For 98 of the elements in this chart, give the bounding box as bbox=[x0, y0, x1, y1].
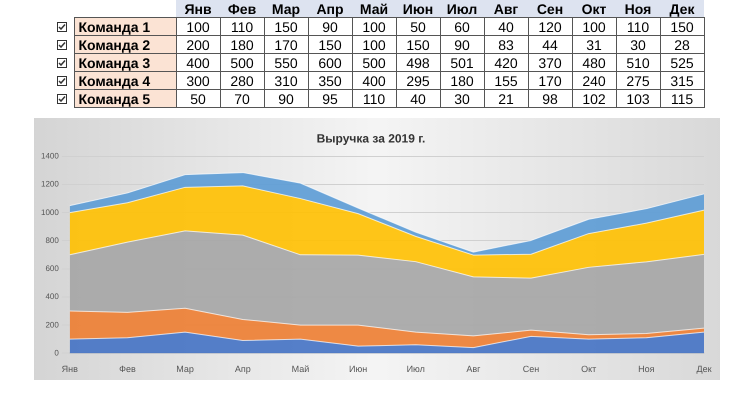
data-label: 50 bbox=[176, 90, 220, 108]
data-label: 600 bbox=[308, 54, 352, 72]
y-tick-label: 1400 bbox=[41, 152, 60, 161]
y-tick-label: Команда 4 bbox=[74, 72, 176, 90]
data-label: 30 bbox=[440, 90, 484, 108]
data-label: 480 bbox=[572, 54, 616, 72]
data-label: 115 bbox=[660, 90, 704, 108]
data-label: 100 bbox=[176, 18, 220, 36]
data-label: 28 bbox=[660, 36, 704, 54]
x-tick-label: Апр bbox=[234, 364, 251, 374]
x-tick-label: Сен bbox=[522, 364, 540, 374]
data-label: 501 bbox=[440, 54, 484, 72]
data-label: 550 bbox=[264, 54, 308, 72]
x-tick-label: Дек bbox=[660, 0, 704, 18]
data-label: 60 bbox=[440, 18, 484, 36]
data-label: 120 bbox=[528, 18, 572, 36]
y-tick-label: 1200 bbox=[41, 180, 60, 189]
data-label: 90 bbox=[308, 18, 352, 36]
data-label: 315 bbox=[660, 72, 704, 90]
data-label: 83 bbox=[484, 36, 528, 54]
x-tick-label: Дек bbox=[696, 364, 712, 374]
data-label: 500 bbox=[220, 54, 264, 72]
data-label: 498 bbox=[396, 54, 440, 72]
y-tick-label: Команда 1 bbox=[74, 18, 176, 36]
data-label: 240 bbox=[572, 72, 616, 90]
data-label: 170 bbox=[528, 72, 572, 90]
data-label: 44 bbox=[528, 36, 572, 54]
data-label: 310 bbox=[264, 72, 308, 90]
data-label: 110 bbox=[616, 18, 660, 36]
x-tick-label: Июн bbox=[396, 0, 440, 18]
data-label: 90 bbox=[440, 36, 484, 54]
x-tick-label: Мар bbox=[264, 0, 308, 18]
data-label: 300 bbox=[176, 72, 220, 90]
x-tick-label: Ноя bbox=[616, 0, 660, 18]
data-label: 110 bbox=[220, 18, 264, 36]
data-label: 150 bbox=[264, 18, 308, 36]
y-tick-label: 800 bbox=[45, 236, 60, 245]
x-tick-label: Окт bbox=[572, 0, 616, 18]
x-tick-label: Фев bbox=[220, 0, 264, 18]
x-tick-label: Авг bbox=[484, 0, 528, 18]
data-label: 200 bbox=[176, 36, 220, 54]
x-tick-label: Июл bbox=[440, 0, 484, 18]
x-tick-label: Июл bbox=[406, 364, 425, 374]
data-label: 102 bbox=[572, 90, 616, 108]
data-label: 30 bbox=[616, 36, 660, 54]
data-label: 500 bbox=[352, 54, 396, 72]
data-label: 180 bbox=[220, 36, 264, 54]
data-label: 275 bbox=[616, 72, 660, 90]
y-tick-label: 0 bbox=[54, 348, 60, 358]
data-label: 370 bbox=[528, 54, 572, 72]
x-tick-label: Янв bbox=[176, 0, 220, 18]
data-label: 150 bbox=[660, 18, 704, 36]
data-label: 21 bbox=[484, 90, 528, 108]
data-label: 40 bbox=[484, 18, 528, 36]
data-label: 510 bbox=[616, 54, 660, 72]
data-label: 525 bbox=[660, 54, 704, 72]
data-label: 170 bbox=[264, 36, 308, 54]
data-label: 400 bbox=[176, 54, 220, 72]
data-label: 295 bbox=[396, 72, 440, 90]
data-label: 350 bbox=[308, 72, 352, 90]
y-tick-label: 600 bbox=[45, 264, 60, 274]
data-label: 98 bbox=[528, 90, 572, 108]
x-tick-label: Мар bbox=[176, 364, 194, 374]
data-label: 100 bbox=[572, 18, 616, 36]
data-label: 150 bbox=[396, 36, 440, 54]
x-tick-label: Май bbox=[292, 364, 310, 374]
y-tick-label: Команда 5 bbox=[74, 90, 176, 108]
x-tick-label: Окт bbox=[581, 364, 596, 374]
y-tick-label: Команда 2 bbox=[74, 36, 176, 54]
chart-title: Выручка за 2019 г. bbox=[316, 132, 426, 146]
data-label: 40 bbox=[396, 90, 440, 108]
data-label: 110 bbox=[352, 90, 396, 108]
data-label: 95 bbox=[308, 90, 352, 108]
x-tick-label: Июн bbox=[348, 364, 368, 374]
data-label: 420 bbox=[484, 54, 528, 72]
data-label: 31 bbox=[572, 36, 616, 54]
x-tick-label: Авг bbox=[466, 364, 482, 374]
x-tick-label: Янв bbox=[62, 364, 78, 374]
x-tick-label: Ноя bbox=[638, 364, 655, 374]
y-tick-label: 400 bbox=[45, 292, 60, 302]
data-label: 90 bbox=[264, 90, 308, 108]
y-tick-label: 1000 bbox=[41, 208, 60, 217]
y-tick-label: 200 bbox=[45, 320, 60, 330]
data-label: 400 bbox=[352, 72, 396, 90]
data-label: 100 bbox=[352, 36, 396, 54]
data-label: 103 bbox=[616, 90, 660, 108]
y-tick-label: Команда 3 bbox=[74, 54, 176, 72]
data-label: 50 bbox=[396, 18, 440, 36]
x-tick-label: Апр bbox=[308, 0, 352, 18]
x-tick-label: Май bbox=[352, 0, 396, 18]
data-label: 70 bbox=[220, 90, 264, 108]
x-tick-label: Сен bbox=[528, 0, 572, 18]
data-label: 100 bbox=[352, 18, 396, 36]
data-label: 155 bbox=[484, 72, 528, 90]
data-label: 180 bbox=[440, 72, 484, 90]
data-label: 280 bbox=[220, 72, 264, 90]
data-label: 150 bbox=[308, 36, 352, 54]
x-tick-label: Фев bbox=[119, 364, 136, 374]
